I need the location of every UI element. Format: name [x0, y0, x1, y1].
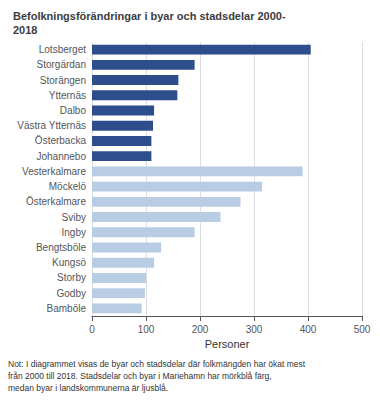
svg-text:400: 400: [300, 324, 317, 335]
svg-text:Kungsö: Kungsö: [52, 257, 86, 268]
svg-text:Storgärdan: Storgärdan: [37, 59, 86, 70]
svg-text:Sviby: Sviby: [62, 212, 86, 223]
svg-text:Lotsberget: Lotsberget: [39, 44, 86, 55]
svg-text:Personer: Personer: [205, 338, 250, 350]
svg-text:Ingby: Ingby: [62, 227, 86, 238]
svg-text:200: 200: [192, 324, 209, 335]
svg-text:Österbacka: Österbacka: [35, 135, 87, 146]
svg-text:Bamböle: Bamböle: [47, 303, 87, 314]
svg-text:från 2000 till 2018. Stadsdela: från 2000 till 2018. Stadsdelar och byar…: [8, 371, 272, 381]
svg-text:Johannebo: Johannebo: [37, 151, 87, 162]
svg-text:Bengtsböle: Bengtsböle: [36, 242, 86, 253]
svg-text:Storängen: Storängen: [40, 75, 86, 86]
svg-text:500: 500: [354, 324, 371, 335]
svg-text:Not: I diagrammet visas de bya: Not: I diagrammet visas de byar och stad…: [8, 359, 306, 369]
svg-text:Ytternäs: Ytternäs: [49, 90, 86, 101]
svg-text:300: 300: [246, 324, 263, 335]
svg-text:2018: 2018: [13, 24, 37, 36]
svg-text:Österkalmare: Österkalmare: [26, 196, 86, 207]
svg-text:Dalbo: Dalbo: [60, 105, 87, 116]
svg-text:Befolkningsförändringar i byar: Befolkningsförändringar i byar och stads…: [13, 10, 286, 22]
svg-text:Västra Ytternäs: Västra Ytternäs: [17, 120, 86, 131]
svg-text:Godby: Godby: [57, 288, 86, 299]
svg-text:medan byar i landskommunerna ä: medan byar i landskommunerna är ljusblå.: [8, 383, 168, 393]
svg-text:Möckelö: Möckelö: [49, 181, 87, 192]
svg-text:100: 100: [138, 324, 155, 335]
svg-text:Vesterkalmare: Vesterkalmare: [22, 166, 86, 177]
svg-text:Storby: Storby: [57, 272, 86, 283]
svg-text:0: 0: [89, 324, 95, 335]
